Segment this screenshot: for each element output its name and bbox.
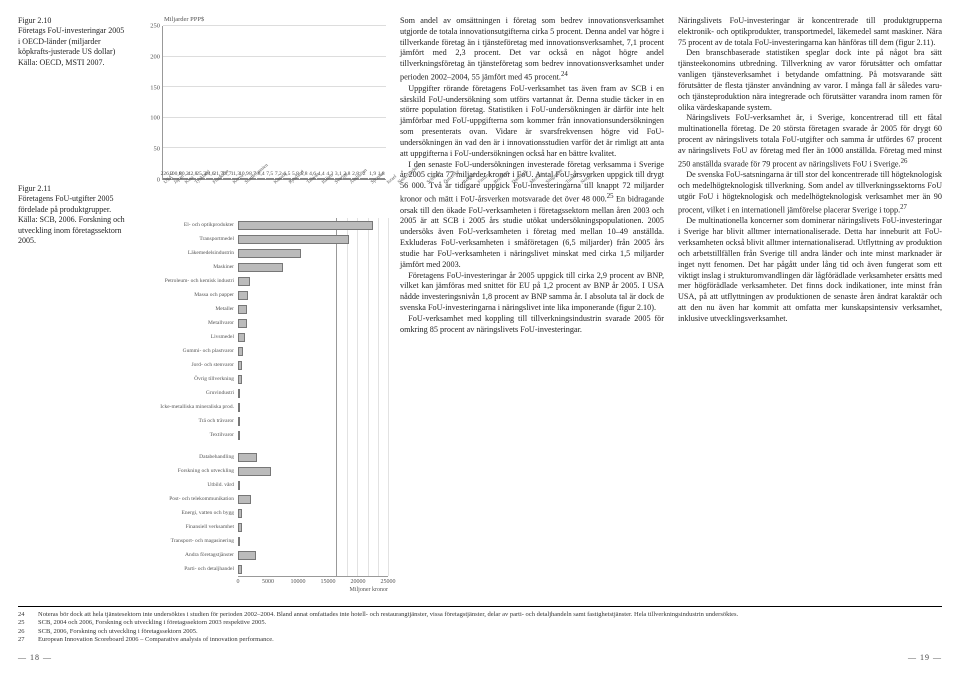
bar-chart-fou-investments: Miljarder PPP$ 050100150200250 226,2100,… xyxy=(140,16,388,202)
figure-2-11-caption: Figur 2.11 Företagens FoU-utgifter 2005 … xyxy=(18,184,128,246)
figure-2-10-caption: Figur 2.10 Företags FoU-investeringar 20… xyxy=(18,16,128,68)
footnotes: 24Noteras bör dock att hela tjänstesekto… xyxy=(18,606,942,645)
page-numbers: — 18 — — 19 — xyxy=(0,651,960,670)
body-text: Som andel av omsättningen i företag som … xyxy=(400,16,942,590)
hbar-chart-product-groups: El- och optikprodukterTransportmedelLäke… xyxy=(140,218,388,590)
